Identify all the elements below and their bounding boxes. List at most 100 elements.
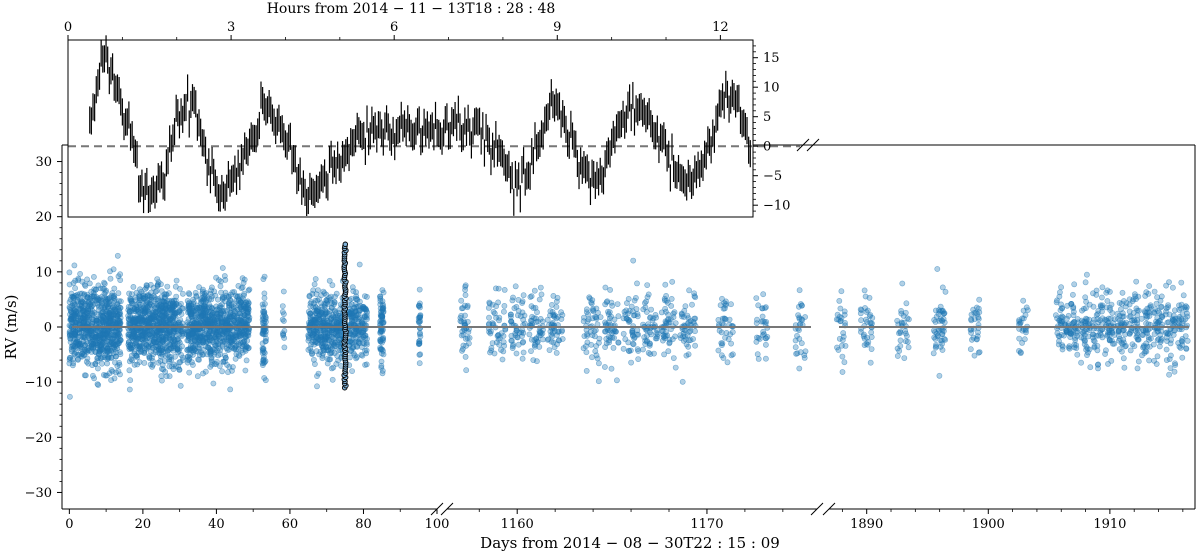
rv-data-point: [1133, 278, 1140, 285]
x-tick-label: 1160: [501, 517, 534, 532]
rv-data-point: [219, 318, 226, 324]
rv-data-point: [608, 313, 614, 320]
rv-data-point: [116, 317, 123, 324]
rv-data-point: [669, 278, 676, 285]
rv-data-point: [583, 367, 590, 374]
rv-data-point: [662, 281, 669, 288]
rv-data-point: [66, 269, 73, 276]
rv-data-point: [163, 346, 170, 353]
rv-data-point: [1056, 338, 1062, 345]
rv-data-point: [377, 346, 384, 353]
rv-data-point: [95, 365, 101, 372]
rv-data-point: [100, 347, 106, 354]
rv-data-point: [976, 296, 983, 303]
rv-data-point: [622, 311, 629, 318]
rv-data-point: [754, 316, 760, 323]
rv-data-point: [1163, 357, 1170, 363]
rv-data-point: [796, 365, 803, 372]
rv-data-point: [760, 328, 767, 335]
rv-data-point: [166, 334, 173, 341]
rv-data-point: [324, 334, 331, 341]
rv-data-point: [1143, 289, 1150, 296]
rv-data-point: [1129, 317, 1135, 324]
rv-data-point: [129, 333, 136, 339]
rv-data-point: [648, 306, 654, 313]
rv-data-point: [231, 313, 238, 319]
rv-data-point: [1057, 307, 1064, 314]
rv-data-point: [230, 304, 237, 310]
rv-data-point: [1107, 307, 1113, 313]
rv-data-point: [1164, 319, 1171, 326]
rv-data-point: [602, 284, 609, 291]
rv-data-point: [260, 327, 267, 334]
rv-data-point: [759, 313, 766, 320]
rv-data-point: [668, 295, 675, 302]
rv-data-point: [307, 345, 314, 352]
y-tick-label: 20: [35, 210, 52, 225]
rv-data-point: [177, 316, 184, 323]
rv-data-point: [336, 331, 343, 338]
rv-data-point: [968, 316, 974, 323]
rv-data-point: [534, 318, 541, 325]
rv-data-point: [583, 349, 590, 356]
rv-data-point: [96, 330, 103, 337]
rv-data-point: [108, 298, 115, 305]
rv-data-point: [359, 321, 366, 327]
rv-data-point: [150, 284, 157, 291]
rv-data-point: [311, 281, 318, 288]
rv-data-point: [842, 342, 849, 349]
rv-data-point: [262, 313, 269, 319]
rv-data-point: [307, 317, 314, 323]
rv-data-point: [83, 309, 90, 316]
rv-data-point: [312, 310, 319, 316]
rv-data-point: [1108, 327, 1115, 334]
rv-data-point: [336, 310, 343, 316]
rv-data-point: [1118, 306, 1124, 313]
rv-data-point: [163, 315, 170, 322]
rv-data-point: [75, 277, 82, 284]
rv-data-point: [1134, 320, 1141, 326]
rv-data-point: [323, 297, 330, 304]
rv-data-point: [1184, 310, 1190, 317]
rv-data-point: [1178, 337, 1185, 344]
rv-data-point: [1057, 289, 1063, 296]
rv-data-point: [1067, 334, 1074, 340]
rv-data-point: [862, 305, 868, 311]
rv-data-point: [219, 265, 226, 271]
rv-data-point: [1071, 281, 1078, 288]
rv-data-point: [839, 353, 846, 360]
rv-data-point: [189, 330, 196, 337]
rv-data-point: [1073, 342, 1079, 348]
rv-data-point: [759, 305, 766, 312]
rv-data-point: [1105, 360, 1111, 367]
rv-data-point: [139, 336, 145, 343]
rv-data-point: [610, 328, 617, 335]
rv-data-point: [208, 354, 215, 361]
rv-data-point: [331, 331, 338, 337]
rv-data-point: [857, 310, 864, 317]
rv-data-point: [1072, 336, 1079, 343]
rv-data-point: [347, 337, 354, 344]
rv-data-point: [222, 289, 229, 296]
rv-data-point: [640, 346, 646, 353]
rv-data-point: [196, 284, 202, 291]
rv-data-point: [715, 347, 722, 354]
rv-data-point: [310, 331, 317, 338]
rv-data-point: [531, 287, 538, 294]
rv-data-point: [208, 304, 214, 310]
rv-data-point: [70, 337, 77, 344]
rv-data-point: [416, 319, 423, 325]
rv-data-point: [117, 351, 124, 358]
rv-data-point: [1116, 312, 1123, 319]
rv-data-point: [610, 344, 617, 351]
rv-data-point: [938, 307, 945, 314]
rv-data-point: [899, 280, 906, 287]
rv-data-point: [233, 332, 240, 339]
rv-data-point: [328, 320, 335, 327]
rv-data-point: [670, 314, 677, 321]
rv-data-point: [81, 318, 88, 325]
rv-data-point: [528, 293, 535, 300]
rv-data-point: [281, 344, 288, 351]
rv-data-point: [867, 359, 874, 366]
rv-data-point: [377, 293, 383, 300]
